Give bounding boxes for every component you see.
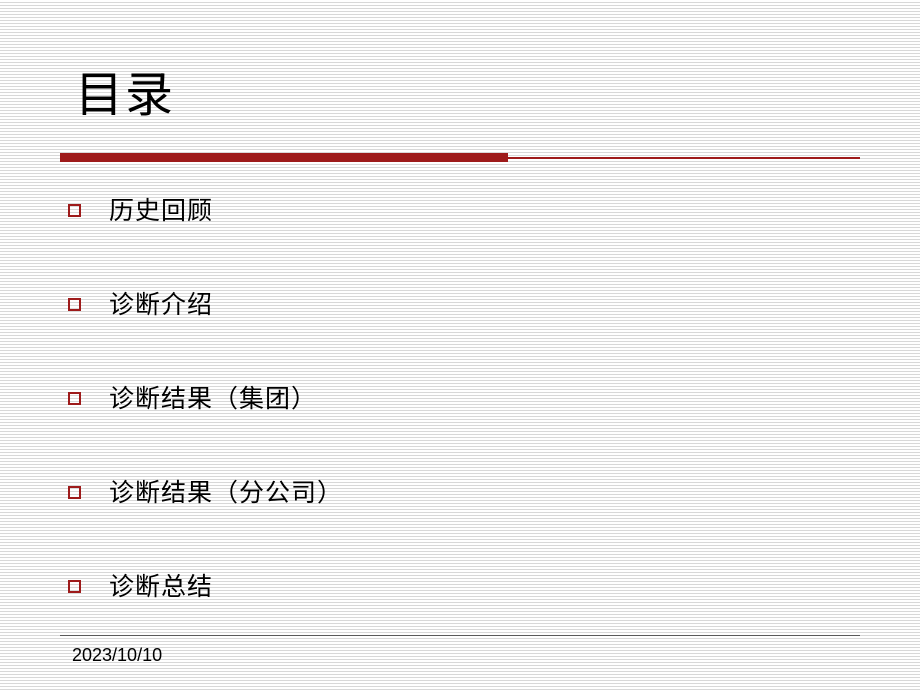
- bullet-icon: [68, 298, 81, 311]
- bullet-icon: [68, 580, 81, 593]
- list-item: 诊断结果（分公司）: [68, 473, 920, 509]
- footer-date: 2023/10/10: [72, 645, 162, 666]
- slide: 目录 历史回顾 诊断介绍 诊断结果（集团） 诊断结果（分公司） 诊断总结 202…: [0, 0, 920, 690]
- list-item-label: 历史回顾: [109, 191, 213, 227]
- list-item-label: 诊断介绍: [109, 285, 213, 321]
- list-item: 历史回顾: [68, 191, 920, 227]
- list-item: 诊断总结: [68, 567, 920, 603]
- list-item: 诊断结果（集团）: [68, 379, 920, 415]
- list-item-label: 诊断总结: [109, 567, 213, 603]
- footer-divider: [60, 635, 860, 636]
- list-item: 诊断介绍: [68, 285, 920, 321]
- list-item-label: 诊断结果（分公司）: [109, 473, 343, 509]
- divider: [60, 153, 860, 163]
- slide-title: 目录: [75, 55, 920, 125]
- bullet-icon: [68, 486, 81, 499]
- title-block: 目录: [0, 0, 920, 125]
- bullet-icon: [68, 392, 81, 405]
- list-item-label: 诊断结果（集团）: [109, 379, 317, 415]
- divider-thick-line: [60, 153, 508, 162]
- bullet-icon: [68, 204, 81, 217]
- bullet-list: 历史回顾 诊断介绍 诊断结果（集团） 诊断结果（分公司） 诊断总结: [0, 163, 920, 603]
